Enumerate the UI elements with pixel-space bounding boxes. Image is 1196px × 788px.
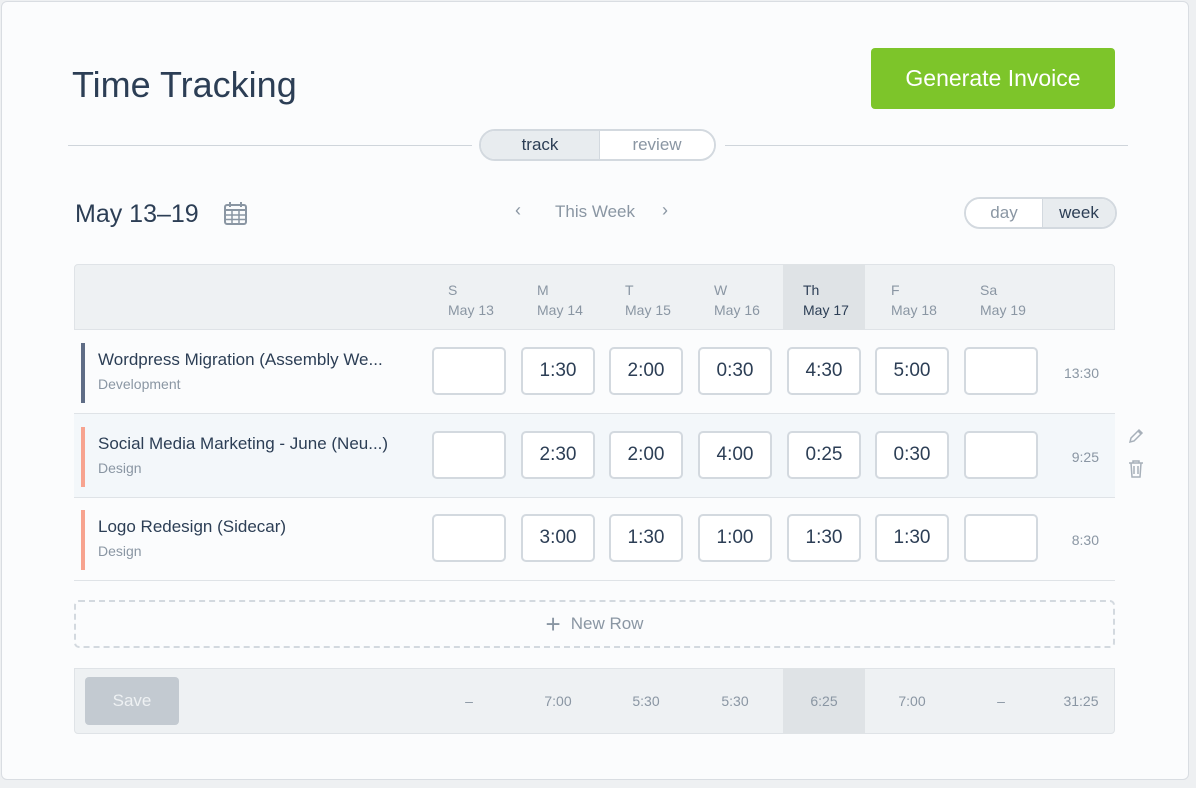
grand-total: 31:25 — [1063, 693, 1099, 709]
hours-input[interactable]: 0:25 — [787, 430, 861, 479]
divider — [68, 145, 472, 146]
day-header: T May 15 — [625, 280, 671, 320]
day-header: M May 14 — [537, 280, 583, 320]
day-total: – — [465, 693, 473, 709]
day-total: 5:30 — [632, 693, 660, 709]
hours-input[interactable]: 0:30 — [698, 347, 772, 395]
day-total: 5:30 — [721, 693, 749, 709]
table-row — [74, 497, 1115, 581]
this-week-label[interactable]: This Week — [555, 202, 635, 221]
day-letter: Sa — [980, 282, 998, 298]
hours-input[interactable]: 1:30 — [787, 514, 861, 562]
row-total: 8:30 — [1071, 532, 1099, 548]
hours-input[interactable]: 1:30 — [875, 514, 949, 562]
day-header: W May 16 — [714, 280, 760, 320]
hours-input[interactable]: 1:30 — [609, 514, 683, 562]
hours-input[interactable] — [964, 514, 1038, 562]
day-date: May 17 — [803, 302, 849, 318]
day-letter: M — [537, 282, 549, 298]
project-name[interactable]: Wordpress Migration (Assembly We... — [98, 350, 383, 369]
day-date: May 18 — [891, 302, 937, 318]
hours-input[interactable]: 5:00 — [875, 347, 949, 395]
table-footer — [74, 668, 1115, 734]
project-color-bar — [81, 426, 85, 487]
plus-icon: + — [545, 609, 561, 639]
hours-input[interactable] — [432, 430, 506, 479]
new-row-button[interactable]: + New Row — [74, 600, 1115, 648]
hours-input[interactable] — [432, 347, 506, 395]
calendar-icon[interactable] — [223, 201, 248, 226]
new-row-label: New Row — [570, 614, 644, 633]
hours-input[interactable]: 4:30 — [787, 347, 861, 395]
hours-input[interactable]: 4:00 — [698, 430, 772, 479]
project-name[interactable]: Logo Redesign (Sidecar) — [98, 517, 287, 536]
day-date: May 19 — [980, 302, 1026, 318]
project-name[interactable]: Social Media Marketing - June (Neu...) — [98, 433, 389, 453]
hours-input[interactable] — [964, 347, 1038, 395]
day-header: F May 18 — [891, 280, 937, 320]
day-total: – — [997, 693, 1005, 709]
hours-input[interactable]: 2:30 — [521, 430, 595, 479]
day-header: S May 13 — [448, 280, 494, 320]
day-letter: W — [714, 282, 728, 298]
project-category: Design — [98, 459, 142, 476]
page-title: Time Tracking — [72, 64, 297, 105]
day-letter: F — [891, 282, 900, 298]
hours-input[interactable]: 2:00 — [609, 430, 683, 479]
tab-review[interactable]: review — [599, 131, 714, 159]
project-color-bar — [81, 343, 85, 403]
day-date: May 15 — [625, 302, 671, 318]
day-date: May 16 — [714, 302, 760, 318]
project-category: Development — [98, 376, 181, 392]
trash-icon[interactable] — [1127, 459, 1145, 479]
week-range: May 13–19 — [75, 200, 199, 228]
tab-week[interactable]: week — [1042, 199, 1115, 227]
today-total-highlight — [783, 668, 865, 734]
generate-invoice-button[interactable]: Generate Invoice — [871, 48, 1115, 109]
day-header: Th May 17 — [803, 280, 849, 320]
divider — [725, 145, 1128, 146]
hours-input[interactable]: 0:30 — [875, 430, 949, 479]
project-color-bar — [81, 510, 85, 570]
day-date: May 13 — [448, 302, 494, 318]
mode-toggle: track review — [479, 129, 716, 161]
hours-input[interactable] — [432, 514, 506, 562]
chevron-left-icon[interactable]: ‹ — [515, 200, 521, 220]
chevron-right-icon[interactable]: › — [662, 200, 668, 220]
table-header — [74, 264, 1115, 330]
day-total: 7:00 — [898, 693, 926, 709]
hours-input[interactable]: 2:00 — [609, 347, 683, 395]
row-total: 13:30 — [1063, 365, 1099, 381]
project-category: Design — [98, 543, 142, 559]
day-header: Sa May 19 — [980, 280, 1026, 320]
hours-input[interactable]: 3:00 — [521, 514, 595, 562]
hours-input[interactable] — [964, 430, 1038, 479]
day-letter: T — [625, 282, 634, 298]
day-letter: Th — [803, 282, 820, 298]
tab-track[interactable]: track — [481, 131, 599, 159]
tab-day[interactable]: day — [966, 199, 1042, 227]
day-letter: S — [448, 282, 458, 298]
view-toggle: day week — [964, 197, 1117, 229]
pencil-icon[interactable] — [1127, 427, 1145, 445]
hours-input[interactable]: 1:30 — [521, 347, 595, 395]
hours-input[interactable]: 1:00 — [698, 514, 772, 562]
day-total: 6:25 — [810, 693, 838, 709]
today-column-highlight — [783, 264, 865, 330]
day-date: May 14 — [537, 302, 583, 318]
day-total: 7:00 — [544, 693, 572, 709]
save-button[interactable]: Save — [85, 677, 179, 725]
row-total: 9:25 — [1071, 448, 1099, 465]
